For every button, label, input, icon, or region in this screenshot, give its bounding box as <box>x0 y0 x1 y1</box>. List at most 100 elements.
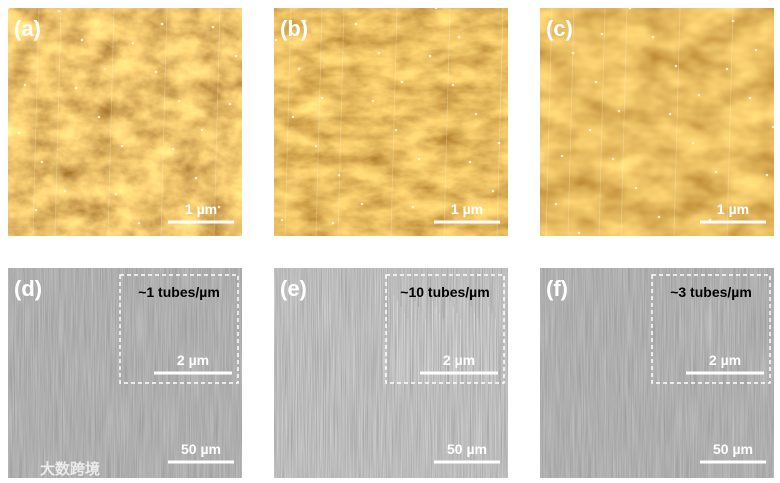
particle <box>628 6 632 10</box>
inset-frame <box>119 274 239 384</box>
particle <box>765 173 769 177</box>
particle <box>57 9 61 13</box>
panel: (b) 1 µm <box>274 6 508 237</box>
watermark: 大数跨境 <box>40 460 100 478</box>
panel-image <box>540 8 774 236</box>
panel-label: (c) <box>546 16 573 41</box>
particle <box>137 221 141 225</box>
particle <box>691 141 695 145</box>
streak <box>32 7 40 237</box>
particle <box>371 99 375 103</box>
particle <box>600 32 604 36</box>
scale-bar-label: 1 µm <box>185 201 217 217</box>
particle <box>491 189 495 193</box>
particle <box>177 99 181 103</box>
particle <box>731 19 735 23</box>
particle <box>280 218 284 222</box>
particle <box>34 208 38 212</box>
inset-text: ~10 tubes/µm <box>400 284 489 300</box>
scale-bar-label: 50 µm <box>181 441 221 457</box>
particle <box>594 80 598 84</box>
particle <box>428 54 432 58</box>
particle <box>200 128 204 132</box>
panel: (e) 50 µm ~10 tubes/µm 2 µm <box>273 268 508 478</box>
particle <box>160 22 164 26</box>
particle <box>314 144 318 148</box>
streak <box>160 7 168 237</box>
scale-bar-label: 1 µm <box>451 201 483 217</box>
particle <box>320 96 324 100</box>
particle <box>23 83 27 87</box>
panel-image <box>274 8 508 236</box>
particle <box>171 147 175 151</box>
inset-text: ~1 tubes/µm <box>138 284 220 300</box>
panel-image <box>8 8 242 236</box>
particle <box>103 67 107 71</box>
particle <box>234 54 238 58</box>
scale-bar-label: 50 µm <box>447 441 487 457</box>
streak <box>443 7 451 237</box>
particle <box>337 173 341 177</box>
streak <box>620 7 628 237</box>
particle <box>120 144 124 148</box>
panel: (d) 50 µm ~1 tubes/µm 2 µm <box>7 268 242 478</box>
particle <box>697 93 701 97</box>
particle <box>63 189 67 193</box>
inset-text: ~3 tubes/µm <box>670 284 752 300</box>
particle <box>748 96 752 100</box>
particle <box>211 25 215 29</box>
streak <box>284 7 292 237</box>
particle <box>617 109 621 113</box>
particle <box>291 115 295 119</box>
particle <box>228 102 232 106</box>
inset-frame <box>385 274 505 384</box>
particle <box>400 80 404 84</box>
particle <box>74 86 78 90</box>
particle <box>497 141 501 145</box>
particle <box>97 115 101 119</box>
particle <box>194 176 198 180</box>
panel-label: (a) <box>14 16 41 41</box>
particle <box>331 221 335 225</box>
particle <box>457 35 461 39</box>
particle <box>354 22 358 26</box>
streak <box>673 7 681 237</box>
particle <box>754 48 758 52</box>
streak <box>213 7 221 237</box>
particle <box>714 170 718 174</box>
particle <box>131 41 135 45</box>
particle <box>417 157 421 161</box>
particle <box>657 215 661 219</box>
particle <box>303 19 307 23</box>
streak <box>726 7 734 237</box>
particle <box>674 64 678 68</box>
inset-frame <box>651 274 771 384</box>
particle <box>434 6 438 10</box>
streak <box>54 7 62 237</box>
particle <box>154 70 158 74</box>
particle <box>17 131 21 135</box>
particle <box>577 231 581 235</box>
streak <box>315 7 323 237</box>
streak <box>107 7 115 237</box>
streak <box>545 7 553 237</box>
particle <box>217 205 221 209</box>
scale-bar-label: 50 µm <box>713 441 753 457</box>
particle <box>297 67 301 71</box>
particle <box>80 38 84 42</box>
particle <box>377 51 381 55</box>
particle <box>274 38 278 42</box>
particle <box>114 192 118 196</box>
inset-scale-bar-label: 2 µm <box>177 352 209 368</box>
particle <box>394 128 398 132</box>
particle <box>451 83 455 87</box>
particle <box>6 6 10 10</box>
particle <box>588 128 592 132</box>
panel-label: (d) <box>14 276 42 301</box>
panel: (f) 50 µm ~3 tubes/µm 2 µm <box>540 268 774 478</box>
streak <box>598 7 606 237</box>
particle <box>668 112 672 116</box>
inset-scale-bar-label: 2 µm <box>443 352 475 368</box>
